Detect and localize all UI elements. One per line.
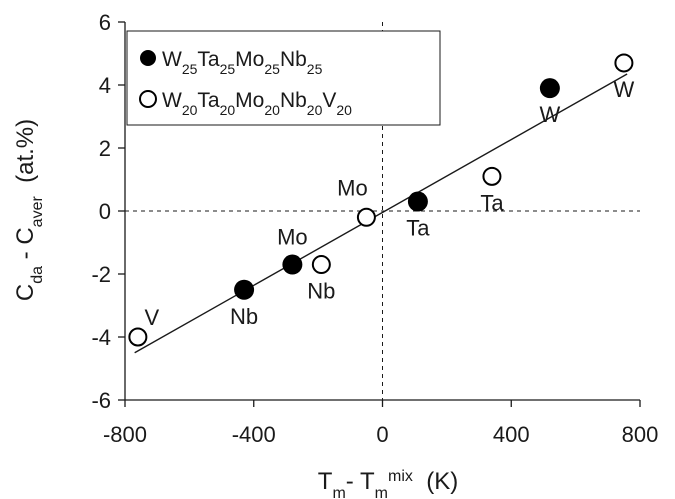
open-point-v	[128, 327, 148, 347]
legend-element: Ta	[197, 89, 220, 112]
open-point-ta	[482, 166, 502, 186]
legend-subscript: 25	[264, 61, 280, 77]
legend-element: Nb	[280, 89, 307, 112]
x-tick-label: -400	[232, 422, 276, 447]
y-tick-label: 6	[99, 10, 111, 35]
legend-element: V	[322, 89, 336, 112]
y-axis-title-mid: - C	[12, 227, 39, 266]
legend: W25Ta25Mo25Nb25 W20Ta20Mo20Nb20V20	[126, 30, 441, 126]
x-axis-title-sub2: m	[375, 485, 388, 499]
point-label-ta: Ta	[406, 216, 430, 241]
filled-point-nb	[234, 279, 255, 300]
data-points	[128, 53, 634, 347]
point-label-w: W	[539, 102, 560, 127]
point-label-nb: Nb	[230, 304, 258, 329]
fit-line	[134, 73, 628, 354]
x-axis-title-unit: (K)	[413, 468, 458, 495]
x-axis-title-sub1: m	[332, 485, 345, 499]
point-label-nb: Nb	[307, 279, 335, 304]
legend-subscript: 25	[307, 61, 323, 77]
filled-point-ta	[407, 191, 428, 212]
open-point-nb	[311, 255, 331, 275]
legend-element: Ta	[197, 48, 220, 71]
x-tick-label: -800	[103, 422, 147, 447]
reference-lines	[125, 22, 640, 400]
y-axis-title: Cda - Caver (at.%)	[12, 119, 46, 301]
y-tick-label: 4	[99, 73, 111, 98]
legend-subscript: 25	[220, 61, 236, 77]
x-axis-title-sup2: mix	[388, 468, 413, 485]
y-tick-label: 2	[99, 136, 111, 161]
legend-element: Mo	[235, 48, 264, 71]
legend-subscript: 20	[264, 102, 280, 118]
legend-label-series-1: W25Ta25Mo25Nb25	[162, 48, 323, 77]
open-point-mo	[356, 207, 376, 227]
x-tick-label: 400	[493, 422, 530, 447]
legend-subscript: 20	[182, 102, 198, 118]
point-label-mo: Mo	[277, 225, 308, 250]
legend-marker-open	[139, 90, 157, 108]
legend-element: W	[162, 48, 182, 71]
point-label-ta: Ta	[480, 190, 504, 215]
y-tick-label: -2	[91, 262, 111, 287]
legend-subscript: 20	[336, 102, 352, 118]
fit-line-group	[134, 73, 628, 354]
point-label-mo: Mo	[337, 175, 368, 200]
legend-element: W	[162, 89, 182, 112]
legend-subscript: 20	[220, 102, 236, 118]
y-axis-title-main: C	[12, 284, 39, 301]
legend-marker-filled	[140, 50, 156, 66]
filled-point-mo	[282, 254, 303, 275]
y-tick-label: 0	[99, 199, 111, 224]
legend-element: Nb	[280, 48, 307, 71]
x-tick-label: 0	[376, 422, 388, 447]
x-tick-label: 800	[622, 422, 659, 447]
x-axis-title-main: T	[318, 468, 333, 495]
y-tick-label: -4	[91, 325, 111, 350]
point-labels: Nb Mo Ta W V Nb Mo Ta W	[145, 77, 635, 330]
legend-subscript: 25	[182, 61, 198, 77]
x-axis-title: Tm- Tmmix (K)	[318, 468, 458, 499]
x-axis-title-mid: - T	[346, 468, 375, 495]
legend-element: Mo	[235, 89, 264, 112]
y-axis-title-sub2: aver	[29, 196, 46, 228]
legend-box	[126, 30, 441, 126]
y-axis-title-sub1: da	[29, 266, 46, 284]
legend-subscript: 20	[307, 102, 323, 118]
legend-label-series-2: W20Ta20Mo20Nb20V20	[162, 89, 352, 118]
y-tick-label: -6	[91, 388, 111, 413]
open-point-w	[614, 53, 634, 73]
filled-point-w	[539, 78, 560, 99]
point-label-w: W	[614, 77, 635, 102]
point-label-v: V	[145, 305, 160, 330]
y-axis-title-unit: (at.%)	[12, 119, 39, 196]
tick-labels: -6 -4 -2 0 2 4 6 -800 -400 0 400 800	[91, 10, 658, 447]
